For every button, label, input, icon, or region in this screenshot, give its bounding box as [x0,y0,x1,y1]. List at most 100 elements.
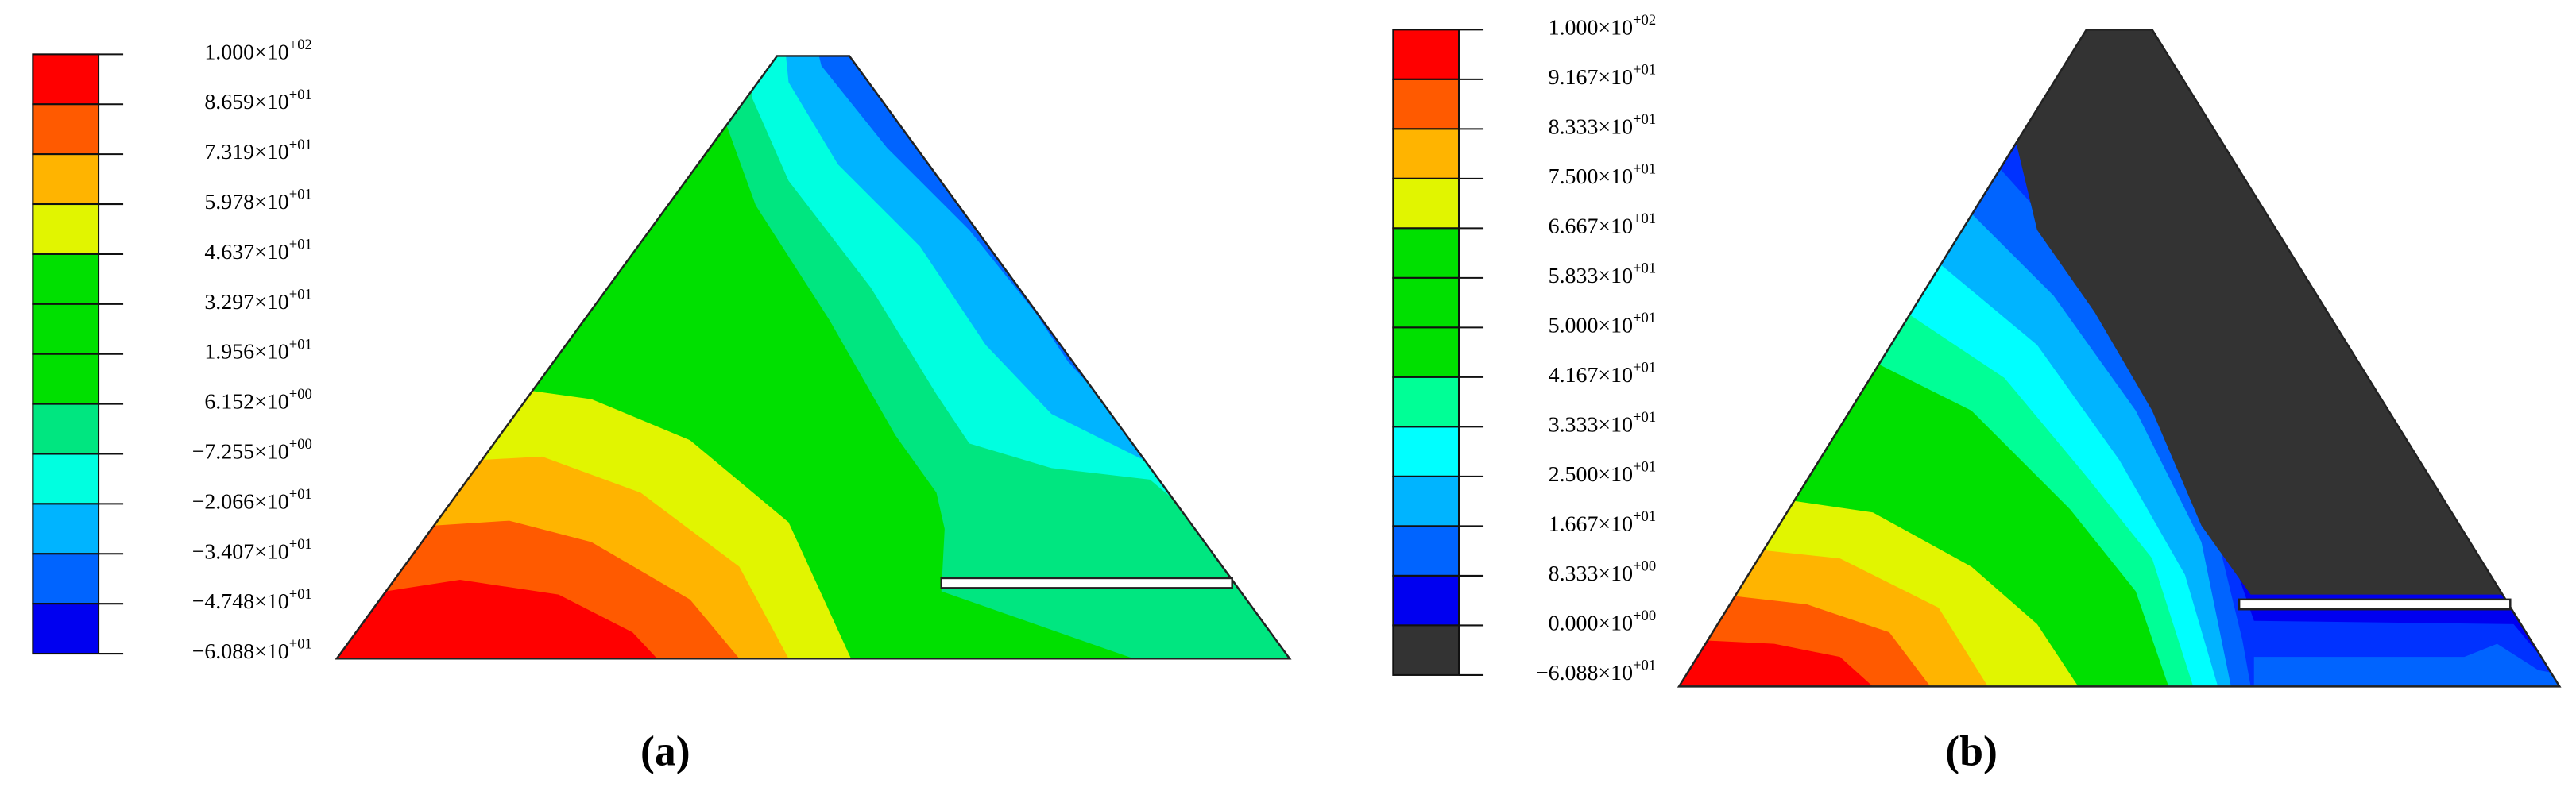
label-exponent: +01 [289,237,312,253]
colorbar-swatch [32,503,100,555]
label-exponent: +01 [289,287,312,303]
colorbar-swatch [1392,426,1460,477]
label-exponent: +01 [1633,62,1656,79]
colorbar-label: 6.667×10+01 [1549,210,1657,238]
label-mantissa: 5.833×10 [1549,264,1633,288]
label-mantissa: −2.066×10 [192,490,289,515]
colorbar-swatch [1392,475,1460,527]
label-exponent: +01 [289,536,312,553]
colorbar-label: 1.667×10+01 [1549,508,1657,536]
colorbar-label: 4.167×10+01 [1549,360,1657,388]
label-exponent: +00 [1633,608,1656,624]
label-mantissa: −4.748×10 [192,590,289,615]
colorbar-swatch [32,453,100,505]
label-mantissa: 7.319×10 [204,141,288,165]
colorbar-swatch [1392,29,1460,80]
colorbar-swatch [32,203,100,255]
colorbar-swatch [32,253,100,305]
label-mantissa: 6.152×10 [204,390,288,415]
colorbar-label: −4.748×10+01 [192,586,312,614]
label-exponent: +01 [1633,360,1656,376]
colorbar-label: 2.500×10+01 [1549,459,1657,487]
colorbar-label: 4.637×10+01 [204,237,312,264]
colorbar-label: 1.000×10+02 [204,37,312,64]
label-mantissa: −6.088×10 [192,639,289,664]
label-exponent: +01 [1633,111,1656,128]
label-exponent: +01 [1633,508,1656,525]
colorbar-swatch [32,53,100,106]
colorbar-label: 1.956×10+01 [204,337,312,365]
colorbar-swatch [32,103,100,156]
label-exponent: +02 [289,37,312,53]
label-exponent: +01 [1633,260,1656,277]
label-mantissa: 4.167×10 [1549,363,1633,388]
colorbar-swatch [1392,574,1460,627]
panel-caption: (b) [1945,727,1998,775]
label-exponent: +01 [1633,409,1656,426]
contour-a [336,56,1290,659]
colorbar-label: 5.978×10+01 [204,187,312,214]
panel-caption: (a) [640,727,690,775]
label-mantissa: −7.255×10 [192,440,289,465]
colorbar-label: 8.333×10+00 [1549,558,1657,586]
outline-b [1677,29,2562,688]
colorbar-label: 5.833×10+01 [1549,260,1657,288]
label-exponent: +00 [1633,558,1656,575]
colorbar-label: 8.659×10+01 [204,87,312,114]
label-exponent: +01 [289,586,312,603]
label-exponent: +01 [289,87,312,103]
colorbar-label: 3.333×10+01 [1549,409,1657,437]
label-exponent: +01 [289,337,312,353]
label-mantissa: 7.500×10 [1549,164,1633,189]
label-exponent: +01 [289,636,312,653]
colorbar-label: 6.152×10+00 [204,387,312,415]
colorbar-label: 7.319×10+01 [204,137,312,164]
colorbar-swatch [1392,128,1460,179]
label-mantissa: 6.667×10 [1549,214,1633,239]
colorbar-swatch [1392,326,1460,378]
colorbar-label: 1.000×10+02 [1549,12,1657,40]
label-mantissa: 3.333×10 [1549,413,1633,438]
label-exponent: +01 [289,486,312,503]
label-mantissa: 1.956×10 [204,340,288,365]
colorbar-label: 7.500×10+01 [1549,161,1657,189]
colorbar-swatch [1392,78,1460,130]
colorbar-label: −6.088×10+01 [1536,658,1656,685]
label-exponent: +00 [289,436,312,453]
colorbar-label: 5.000×10+01 [1549,310,1657,338]
colorbar-swatch [32,603,100,655]
colorbar-label: 8.333×10+01 [1549,111,1657,139]
colorbar-swatch [1392,276,1460,329]
label-exponent: +01 [1633,161,1656,178]
label-mantissa: 1.000×10 [204,41,288,65]
label-mantissa: 4.637×10 [204,240,288,264]
label-exponent: +01 [289,137,312,153]
colorbar-swatch [32,303,100,355]
crack-b [2238,598,2512,611]
label-mantissa: 5.000×10 [1549,314,1633,338]
colorbar-swatch [1392,525,1460,577]
label-mantissa: 3.297×10 [204,290,288,315]
label-exponent: +00 [289,387,312,403]
label-mantissa: −3.407×10 [192,540,289,565]
colorbar-swatch [1392,624,1460,676]
label-exponent: +01 [1633,210,1656,227]
outline-a [335,55,1292,660]
colorbar-swatch [32,403,100,455]
label-mantissa: 8.659×10 [204,91,288,115]
colorbar-swatch [1392,227,1460,279]
label-exponent: +01 [1633,310,1656,326]
colorbar-label: 3.297×10+01 [204,287,312,315]
label-mantissa: 8.333×10 [1549,562,1633,586]
colorbar-swatch [32,553,100,605]
crack-a [940,577,1233,589]
colorbar-label: −2.066×10+01 [192,486,312,514]
label-mantissa: 1.000×10 [1549,16,1633,41]
colorbar-swatch [1392,177,1460,230]
colorbar-label: −6.088×10+01 [192,636,312,664]
label-mantissa: −6.088×10 [1536,661,1633,685]
label-mantissa: 5.978×10 [204,190,288,214]
label-exponent: +01 [1633,459,1656,476]
